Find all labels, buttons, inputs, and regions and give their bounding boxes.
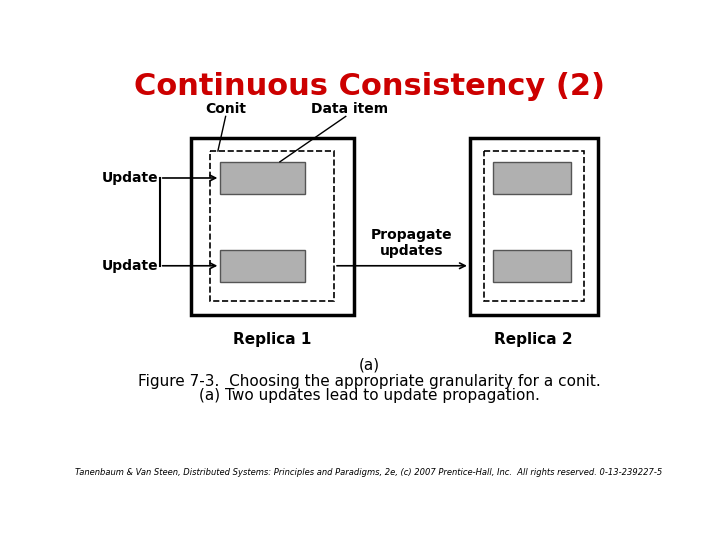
Text: Update: Update [102,171,158,185]
Text: Conit: Conit [205,103,246,117]
Text: (a) Two updates lead to update propagation.: (a) Two updates lead to update propagati… [199,388,539,403]
Bar [469,138,598,315]
Text: Tanenbaum & Van Steen, Distributed Systems: Principles and Paradigms, 2e, (c) 20: Tanenbaum & Van Steen, Distributed Syste… [76,468,662,477]
Text: Continuous Consistency (2): Continuous Consistency (2) [133,72,605,101]
Bar [191,138,354,315]
Bar [493,249,570,282]
Text: Propagate
updates: Propagate updates [371,227,452,258]
Text: Replica 1: Replica 1 [233,332,311,347]
Bar [220,162,305,194]
Bar [220,249,305,282]
Text: (a): (a) [359,357,379,373]
Bar [210,151,334,301]
Bar [484,151,585,301]
Bar [493,162,570,194]
Text: Figure 7-3.  Choosing the appropriate granularity for a conit.: Figure 7-3. Choosing the appropriate gra… [138,374,600,389]
Text: Update: Update [102,259,158,273]
Text: Data item: Data item [311,103,388,117]
Text: Replica 2: Replica 2 [495,332,573,347]
